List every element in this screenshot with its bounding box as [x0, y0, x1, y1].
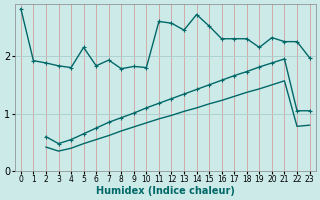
X-axis label: Humidex (Indice chaleur): Humidex (Indice chaleur) [96, 186, 235, 196]
